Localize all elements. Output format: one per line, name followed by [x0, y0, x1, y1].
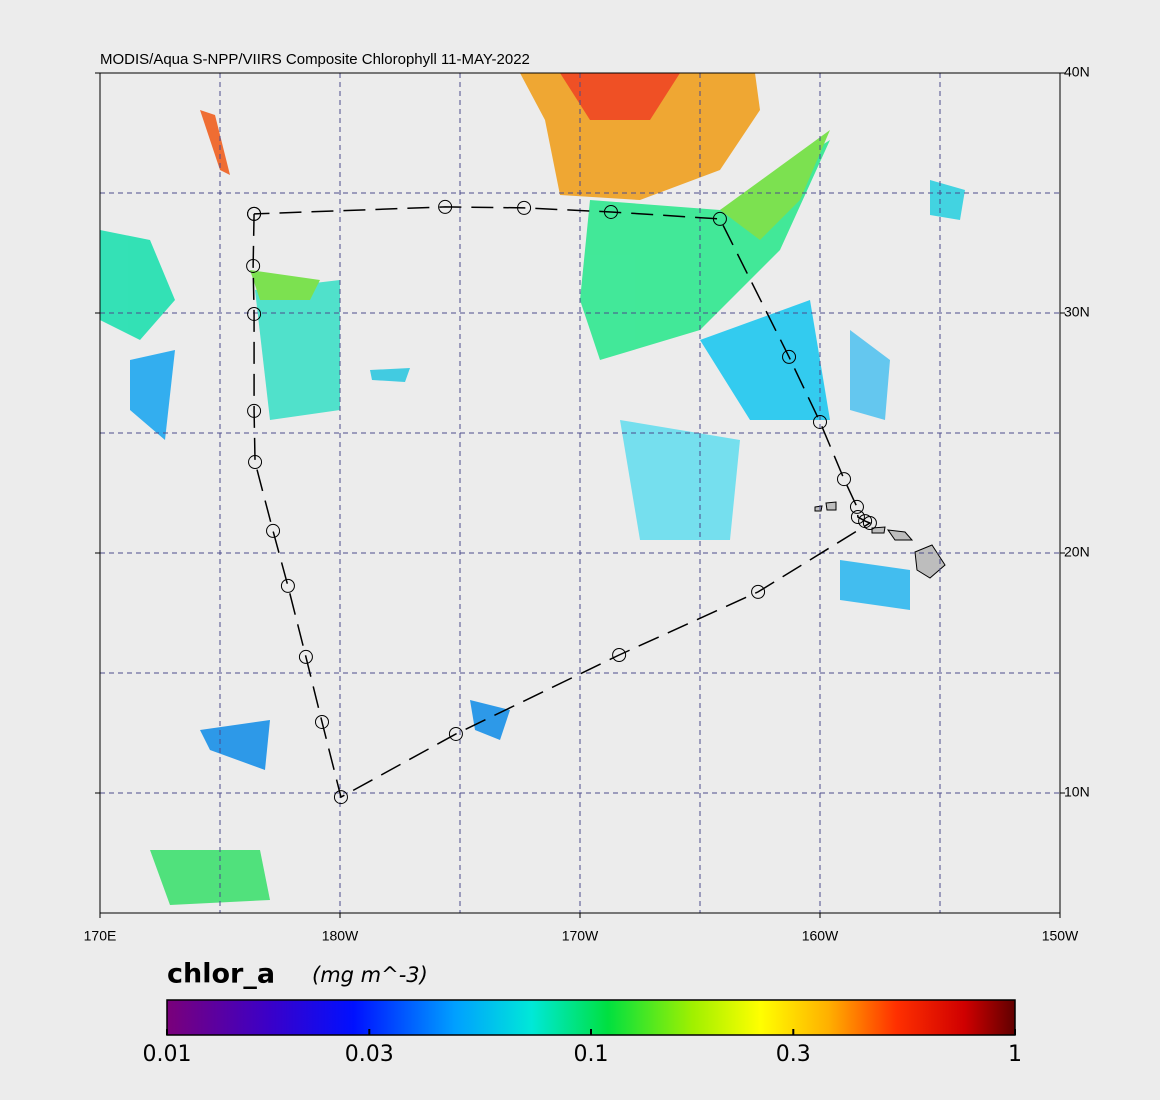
colorbar-tick-label: 1	[1008, 1042, 1022, 1067]
patch	[370, 368, 410, 382]
patch	[560, 73, 680, 120]
patch	[150, 850, 270, 905]
y-tick-label: 40N	[1064, 64, 1090, 80]
y-tick-label: 20N	[1064, 544, 1090, 560]
track-station	[612, 648, 627, 662]
track-station	[782, 349, 797, 364]
x-tick-label: 160W	[802, 928, 839, 944]
track-station	[266, 523, 281, 538]
track-station	[858, 514, 873, 529]
track-station	[298, 649, 313, 664]
x-tick-label: 170W	[562, 928, 599, 944]
survey-track	[252, 206, 872, 799]
colorbar-tick-label: 0.01	[143, 1042, 192, 1067]
patch	[700, 300, 830, 420]
track-station	[247, 206, 262, 221]
x-tick-label: 150W	[1042, 928, 1079, 944]
map-layer	[100, 73, 1060, 913]
colorbar-tick-label: 0.03	[345, 1042, 394, 1067]
colorbar-units: (mg m^-3)	[312, 963, 428, 987]
track-station	[837, 472, 851, 487]
track-station	[315, 714, 329, 729]
chlorophyll-imagery	[100, 73, 965, 905]
track-station	[517, 200, 532, 215]
patch	[250, 270, 320, 300]
patch	[130, 350, 175, 440]
track-station	[813, 414, 827, 429]
track-station	[438, 199, 453, 214]
track-station	[247, 306, 262, 321]
x-tick-label: 180W	[322, 928, 359, 944]
island	[871, 526, 886, 534]
map-title: MODIS/Aqua S-NPP/VIIRS Composite Chlorop…	[100, 51, 530, 68]
colorbar-tick-label: 0.1	[574, 1042, 609, 1067]
track-station	[712, 211, 727, 226]
island	[825, 501, 837, 511]
track-station	[248, 455, 263, 470]
track-station	[603, 204, 618, 219]
colorbar-tick-label: 0.3	[776, 1042, 811, 1067]
patch	[255, 280, 340, 420]
track-station	[333, 790, 348, 805]
patch	[850, 330, 890, 420]
track-station	[448, 726, 463, 741]
track-station	[280, 578, 295, 593]
patch	[840, 560, 910, 610]
patch	[200, 720, 270, 770]
track-station	[751, 584, 766, 599]
island	[814, 505, 823, 512]
patch	[620, 420, 740, 540]
patch	[470, 700, 510, 740]
patch	[720, 130, 830, 240]
track-station	[246, 258, 261, 273]
patch	[200, 110, 230, 175]
y-tick-label: 30N	[1064, 304, 1090, 320]
x-tick-label: 170E	[84, 928, 117, 944]
track-station	[849, 499, 864, 514]
island	[886, 529, 914, 541]
patch	[930, 180, 965, 220]
track-station	[247, 403, 262, 418]
y-tick-label: 10N	[1064, 784, 1090, 800]
track-station	[850, 510, 865, 524]
colorbar-label: chlor_a	[167, 959, 275, 990]
